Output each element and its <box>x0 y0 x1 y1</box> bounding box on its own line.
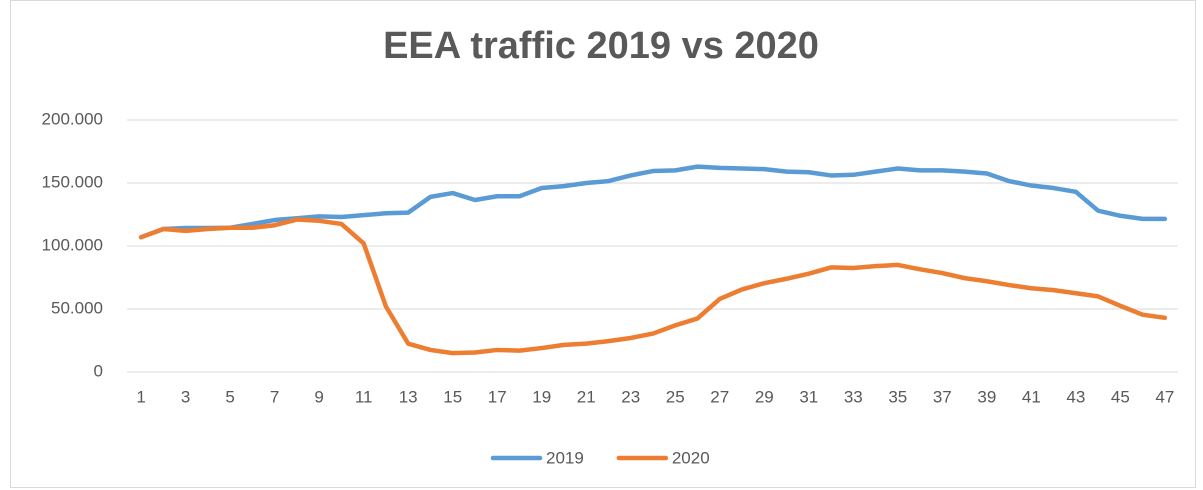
x-tick-label: 13 <box>399 387 418 406</box>
x-tick-label: 41 <box>1022 387 1041 406</box>
x-tick-label: 47 <box>1155 387 1174 406</box>
x-tick-label: 33 <box>844 387 863 406</box>
x-tick-label: 29 <box>755 387 774 406</box>
x-tick-label: 11 <box>355 387 373 406</box>
legend-label: 2020 <box>672 448 710 467</box>
x-tick-label: 9 <box>314 387 323 406</box>
x-tick-label: 5 <box>225 387 234 406</box>
x-tick-label: 39 <box>977 387 996 406</box>
series-line <box>138 164 1168 240</box>
x-tick-label: 31 <box>799 387 818 406</box>
x-tick-label: 35 <box>888 387 907 406</box>
series-line <box>138 217 1168 356</box>
x-tick-label: 25 <box>666 387 685 406</box>
y-tick-label: 0 <box>94 361 103 380</box>
x-tick-label: 19 <box>532 387 551 406</box>
y-tick-label: 200.000 <box>42 109 103 128</box>
y-tick-label: 150.000 <box>42 172 103 191</box>
x-tick-label: 43 <box>1066 387 1085 406</box>
y-tick-label: 50.000 <box>51 298 103 317</box>
y-tick-label: 100.000 <box>42 235 103 254</box>
x-tick-label: 23 <box>621 387 640 406</box>
chart-title: EEA traffic 2019 vs 2020 <box>383 25 819 67</box>
x-tick-label: 15 <box>443 387 462 406</box>
x-tick-label: 27 <box>710 387 729 406</box>
x-tick-label: 3 <box>181 387 190 406</box>
x-tick-label: 37 <box>933 387 952 406</box>
x-tick-label: 7 <box>270 387 279 406</box>
x-tick-label: 21 <box>577 387 596 406</box>
x-tick-label: 1 <box>136 387 145 406</box>
x-tick-label: 45 <box>1111 387 1130 406</box>
x-tick-label: 17 <box>488 387 507 406</box>
legend-label: 2019 <box>546 448 584 467</box>
chart-border <box>10 0 1196 488</box>
